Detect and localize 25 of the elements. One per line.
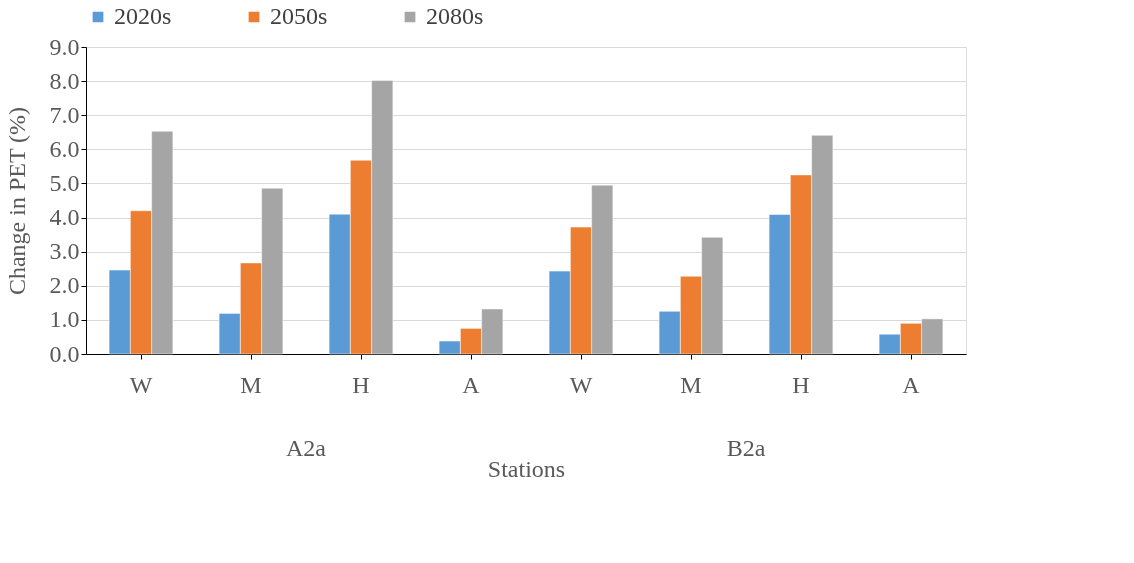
x-axis-title: Stations [487,455,566,482]
x-tick-label: H [352,371,370,398]
y-tick-label: 5.0 [49,169,80,196]
x-tick-label: W [129,371,153,398]
y-tick-label: 6.0 [49,135,80,162]
x-tick-label: A [902,371,921,398]
x-tick-label: A [462,371,481,398]
x-tick-label: M [680,371,702,398]
y-tick-label: 1.0 [49,306,80,333]
y-tick-label: 2.0 [49,272,80,299]
y-axis-title: Change in PET (%) [3,106,30,296]
x-tick-label: M [240,371,262,398]
y-tick-label: 3.0 [49,238,80,265]
x-tick-label: W [569,371,593,398]
y-tick-label: 7.0 [49,101,80,128]
text: B2a [726,435,766,461]
y-tick-label: 4.0 [49,204,80,231]
y-tick-label: 0.0 [49,340,80,367]
x-tick-label: H [792,371,810,398]
y-tick-label: 9.0 [49,33,80,60]
legend-label: 2080s [426,3,484,29]
legend-label: 2050s [270,3,328,29]
text: A2a [286,435,327,461]
y-tick-label: 8.0 [49,67,80,94]
legend-label: 2020s [114,3,172,29]
